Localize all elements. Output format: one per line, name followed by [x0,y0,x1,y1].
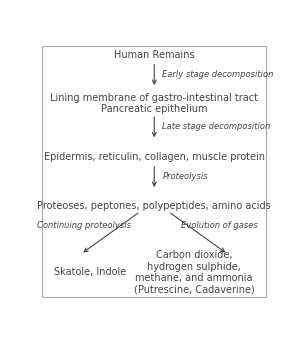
Text: Continuing proteolysis: Continuing proteolysis [37,221,131,230]
Text: Skatole, Indole: Skatole, Indole [54,268,126,277]
Text: Lining membrane of gastro-intestinal tract
Pancreatic epithelium: Lining membrane of gastro-intestinal tra… [50,93,258,115]
Text: Carbon dioxide,
hydrogen sulphide,
methane, and ammonia
(Putrescine, Cadaverine): Carbon dioxide, hydrogen sulphide, metha… [134,250,255,295]
Text: Evolution of gases: Evolution of gases [181,221,258,230]
Text: Epidermis, reticulin, collagen, muscle protein: Epidermis, reticulin, collagen, muscle p… [44,152,265,162]
Text: Proteoses, peptones, polypeptides, amino acids: Proteoses, peptones, polypeptides, amino… [37,201,271,211]
Text: Early stage decomposition: Early stage decomposition [163,70,274,79]
Text: Proteolysis: Proteolysis [163,172,208,182]
Text: Late stage decomposition: Late stage decomposition [163,122,271,132]
Text: Human Remains: Human Remains [114,50,194,60]
